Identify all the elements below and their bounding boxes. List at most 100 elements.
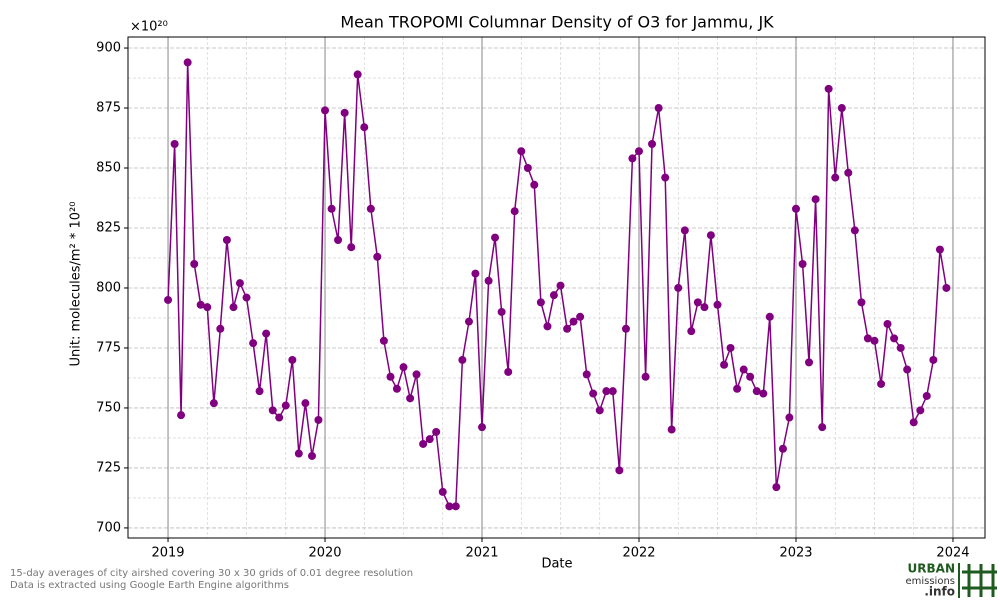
- data-point: [373, 252, 382, 261]
- chart-title: Mean TROPOMI Columnar Density of O3 for …: [340, 13, 774, 32]
- y-tick-label: 725: [96, 460, 121, 475]
- data-point: [183, 58, 192, 67]
- data-point: [602, 387, 611, 396]
- data-point: [255, 387, 264, 396]
- data-point: [667, 425, 676, 434]
- data-point: [811, 195, 820, 204]
- logo-text: URBAN: [908, 562, 955, 576]
- x-tick-label: 2021: [465, 546, 498, 561]
- data-point: [883, 319, 892, 328]
- data-point: [164, 295, 173, 304]
- data-point: [419, 439, 428, 448]
- logo: URBAN emissions .info: [905, 562, 997, 599]
- data-point: [641, 372, 650, 381]
- data-point: [693, 298, 702, 307]
- data-point: [595, 406, 604, 415]
- data-point: [687, 327, 696, 336]
- data-point: [569, 317, 578, 326]
- data-point: [615, 466, 624, 475]
- data-point: [438, 487, 447, 496]
- data-point: [307, 451, 316, 460]
- data-point: [216, 324, 225, 333]
- logo-text: .info: [924, 585, 955, 599]
- offset-label: ×10²⁰: [130, 20, 168, 35]
- data-point: [392, 384, 401, 393]
- data-point: [412, 370, 421, 379]
- data-point: [471, 269, 480, 278]
- data-point: [536, 298, 545, 307]
- data-point: [582, 370, 591, 379]
- y-tick-label: 850: [96, 161, 121, 176]
- data-point: [798, 259, 807, 268]
- data-point: [478, 423, 487, 432]
- data-point: [621, 324, 630, 333]
- data-point: [347, 243, 356, 252]
- data-point: [458, 355, 467, 364]
- data-point: [837, 104, 846, 113]
- data-point: [497, 307, 506, 316]
- data-point: [504, 367, 513, 376]
- data-point: [327, 204, 336, 213]
- data-point: [549, 291, 558, 300]
- data-point: [275, 413, 284, 422]
- data-point: [903, 365, 912, 374]
- x-tick-label: 2022: [622, 546, 655, 561]
- data-point: [772, 483, 781, 492]
- data-point: [177, 411, 186, 420]
- data-point: [831, 173, 840, 182]
- data-point: [589, 389, 598, 398]
- data-point: [765, 312, 774, 321]
- data-point: [661, 173, 670, 182]
- data-point: [196, 300, 205, 309]
- data-point: [824, 84, 833, 93]
- data-point: [235, 279, 244, 288]
- y-tick-label: 800: [96, 280, 121, 295]
- data-point: [340, 108, 349, 117]
- data-point: [922, 391, 931, 400]
- data-point: [844, 168, 853, 177]
- y-tick-label: 750: [96, 400, 121, 415]
- data-point: [262, 329, 271, 338]
- data-point: [713, 300, 722, 309]
- data-point: [654, 104, 663, 113]
- data-point: [543, 322, 552, 331]
- data-point: [628, 154, 637, 163]
- data-point: [366, 204, 375, 213]
- data-point: [464, 317, 473, 326]
- data-point: [249, 339, 258, 348]
- data-point: [870, 336, 879, 345]
- data-point: [190, 259, 199, 268]
- data-point: [700, 303, 709, 312]
- data-point: [877, 379, 886, 388]
- data-point: [608, 387, 617, 396]
- data-point: [563, 324, 572, 333]
- x-tick-label: 2019: [151, 546, 184, 561]
- data-point: [530, 180, 539, 189]
- data-point: [916, 406, 925, 415]
- data-point: [818, 423, 827, 432]
- data-point: [203, 303, 212, 312]
- data-point: [720, 360, 729, 369]
- data-point: [406, 394, 415, 403]
- data-point: [432, 427, 441, 436]
- data-point: [850, 226, 859, 235]
- data-point: [942, 283, 951, 292]
- y-tick-label: 700: [96, 520, 121, 535]
- grid: [128, 37, 985, 538]
- data-point: [209, 399, 218, 408]
- x-tick-label: 2024: [936, 546, 969, 561]
- data-point: [909, 418, 918, 427]
- data-point: [399, 363, 408, 372]
- data-point: [863, 334, 872, 343]
- y-tick-label: 775: [96, 340, 121, 355]
- x-axis-label: Date: [541, 557, 572, 572]
- data-point: [425, 435, 434, 444]
- x-tick-label: 2023: [779, 546, 812, 561]
- data-point: [229, 303, 238, 312]
- data-point: [791, 204, 800, 213]
- y-tick-label: 825: [96, 220, 121, 235]
- data-point: [778, 444, 787, 453]
- data-point: [360, 123, 369, 132]
- data-point: [281, 401, 290, 410]
- y-tick-label: 875: [96, 101, 121, 116]
